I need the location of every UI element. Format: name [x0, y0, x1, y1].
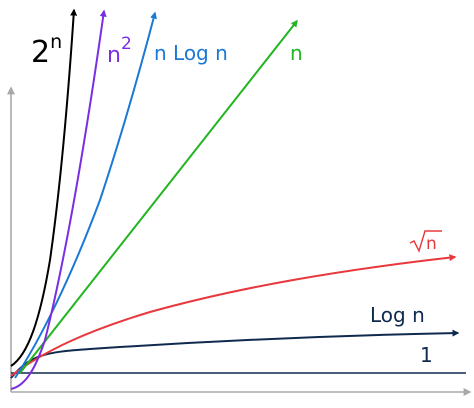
- label-constant: 1: [420, 343, 433, 367]
- label-sqrt-n-text: n: [426, 234, 437, 254]
- series-n-line: [19, 19, 298, 374]
- series-log-n-line: [10, 329, 460, 379]
- label-n: n: [290, 41, 303, 65]
- series-2-power-n-line: [10, 8, 78, 367]
- label-n-log-n: n Log n: [154, 41, 228, 65]
- radical-sign: [409, 230, 442, 253]
- series-n-log-n-line: [14, 11, 157, 379]
- label-2-power-n: 2n: [31, 31, 62, 70]
- label-n-squared: n2: [107, 34, 132, 68]
- label-sqrt-n: n: [409, 230, 442, 254]
- series-n-squared-line: [10, 9, 107, 390]
- label-log-n: Log n: [370, 303, 425, 327]
- series-sqrt-n-line: [10, 254, 457, 377]
